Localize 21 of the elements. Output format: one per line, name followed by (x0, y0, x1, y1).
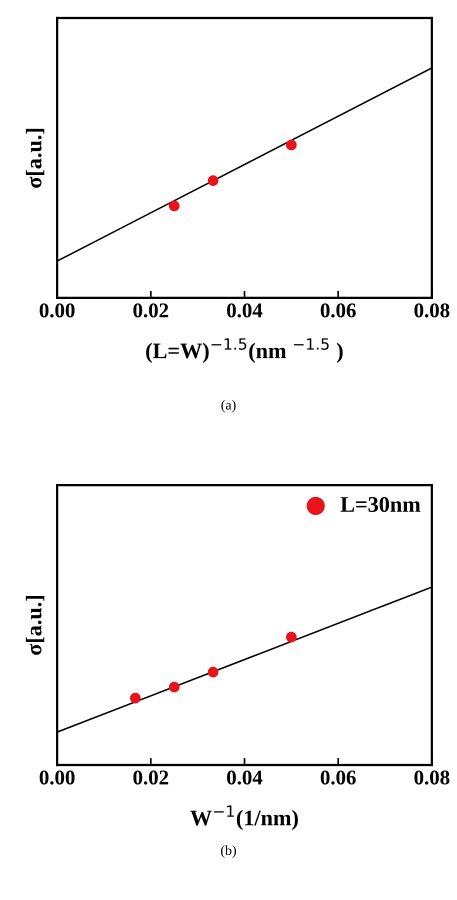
legend-label: L=30nm (340, 496, 420, 512)
x-tick-label: 0.06 (320, 770, 356, 785)
y-axis-title: σ[a.u.] (26, 128, 44, 188)
point (168, 682, 180, 692)
y-axis-title: σ[a.u.] (26, 596, 44, 655)
x-tick-label: 0.00 (40, 303, 75, 318)
x-tick-label: 0.00 (40, 770, 75, 785)
text: (b) (221, 845, 236, 858)
x-axis-title: W$^{−1}$(1/nm) (190, 805, 298, 830)
text: (a) (221, 400, 236, 412)
x-axis-title: (L=W)$^{−1.5}$(nm $^{−1.5}$ ) (146, 338, 343, 363)
x-tick-label: 0.08 (414, 303, 450, 318)
x-tick-label: 0.04 (227, 303, 262, 318)
point (286, 632, 297, 642)
x-tick-label: 0.04 (227, 770, 262, 785)
x-tick-label: 0.02 (133, 303, 168, 318)
point (130, 692, 141, 704)
x-tick-label: 0.02 (133, 770, 168, 785)
x-tick-label: 0.06 (320, 303, 356, 318)
point (208, 666, 218, 678)
x-tick-label: 0.08 (414, 770, 450, 785)
